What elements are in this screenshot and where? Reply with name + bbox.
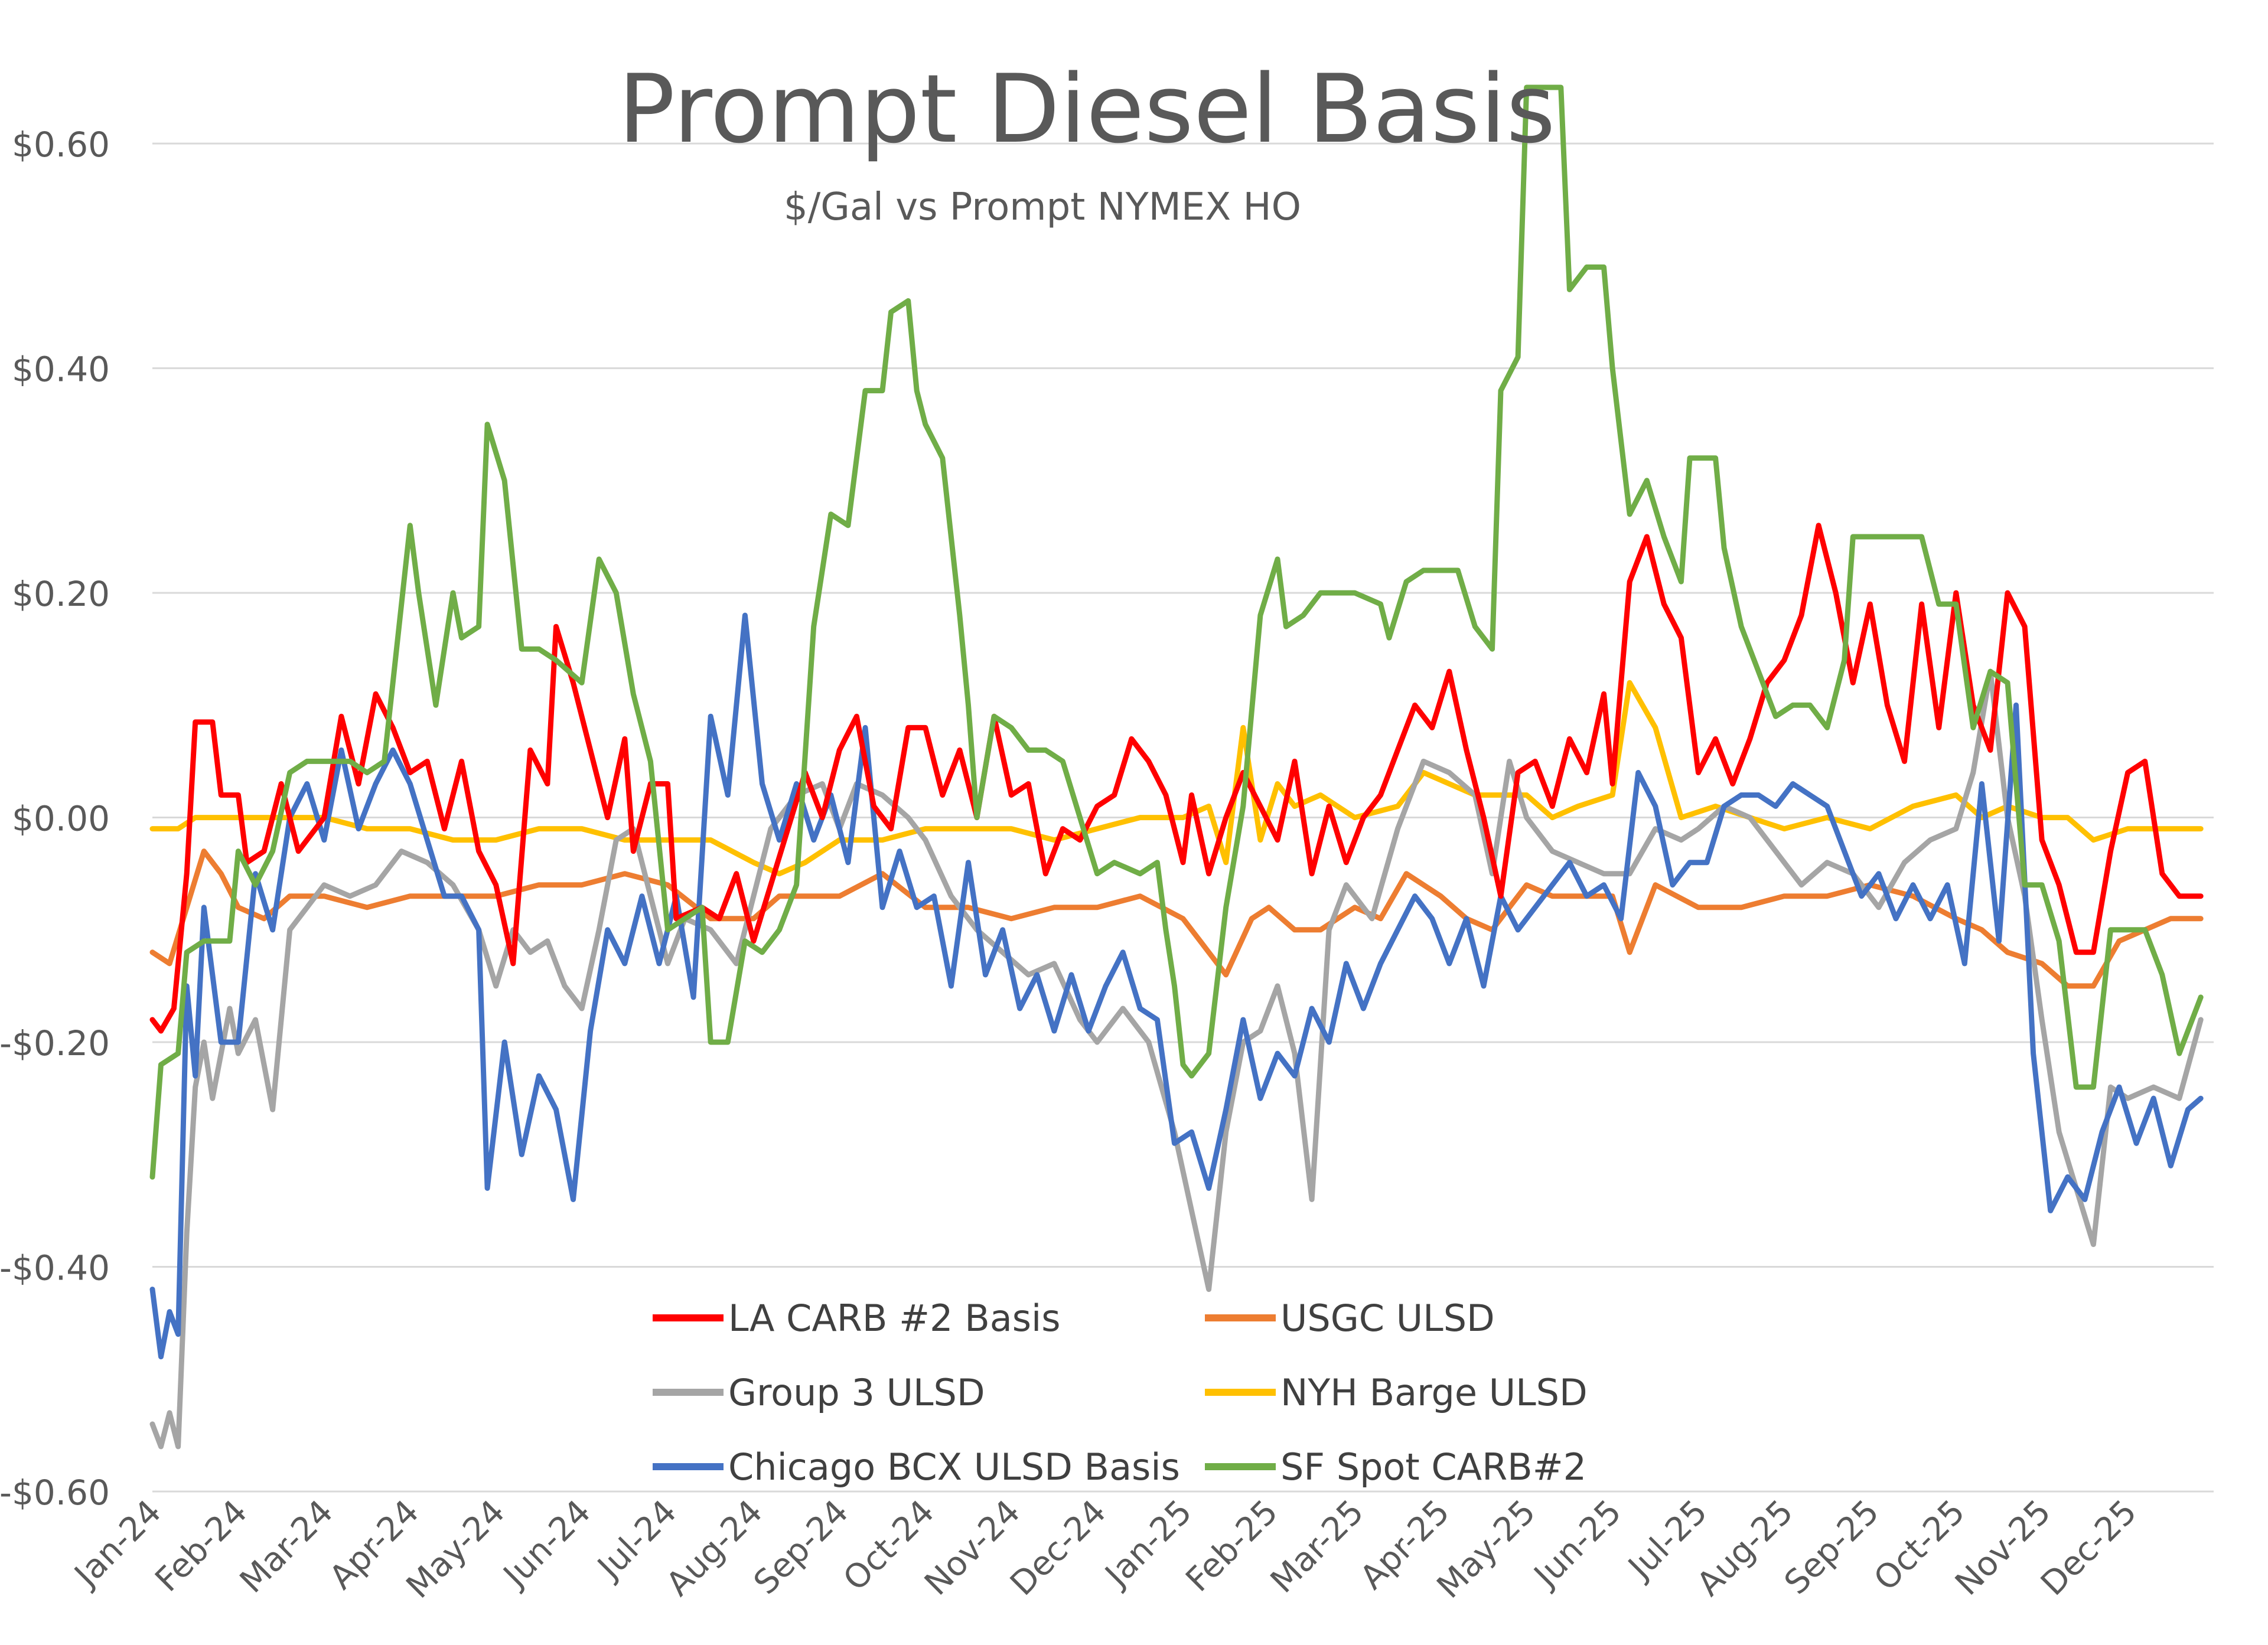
y-tick-label: -$0.60 bbox=[0, 1473, 110, 1513]
series-line-chicago-bcx-ulsd-basis bbox=[149, 612, 2204, 1360]
legend: LA CARB #2 Basis USGC ULSD Group 3 ULSD NYH… bbox=[653, 1297, 1588, 1489]
gridlines bbox=[152, 142, 2214, 1493]
y-tick-label: $0.60 bbox=[12, 125, 110, 165]
series-line-nyh-barge-ulsd bbox=[149, 680, 2204, 877]
legend-label: Chicago BCX ULSD Basis bbox=[728, 1445, 1180, 1489]
y-tick-label: $0.20 bbox=[12, 574, 110, 614]
y-tick-label: -$0.40 bbox=[0, 1248, 110, 1288]
legend-label: NYH Barge ULSD bbox=[1280, 1371, 1588, 1414]
legend-label: USGC ULSD bbox=[1280, 1297, 1495, 1340]
legend-label: Group 3 ULSD bbox=[728, 1371, 985, 1414]
series-lines bbox=[149, 84, 2204, 1450]
chart-subtitle: $/Gal vs Prompt NYMEX HO bbox=[784, 185, 1301, 229]
series-line-usgc-ulsd bbox=[149, 848, 2204, 989]
series-line-sf-spot-carb-2 bbox=[149, 84, 2204, 1180]
y-tick-label: -$0.20 bbox=[0, 1023, 110, 1063]
y-axis-tick-labels: $0.60 $0.40 $0.20 $0.00 -$0.20 -$0.40 -$0.60 bbox=[0, 125, 110, 1513]
legend-label: LA CARB #2 Basis bbox=[728, 1297, 1061, 1340]
legend-label: SF Spot CARB#2 bbox=[1280, 1445, 1586, 1489]
y-tick-label: $0.40 bbox=[12, 350, 110, 390]
y-tick-label: $0.00 bbox=[12, 799, 110, 839]
chart-title: Prompt Diesel Basis bbox=[618, 54, 1555, 164]
